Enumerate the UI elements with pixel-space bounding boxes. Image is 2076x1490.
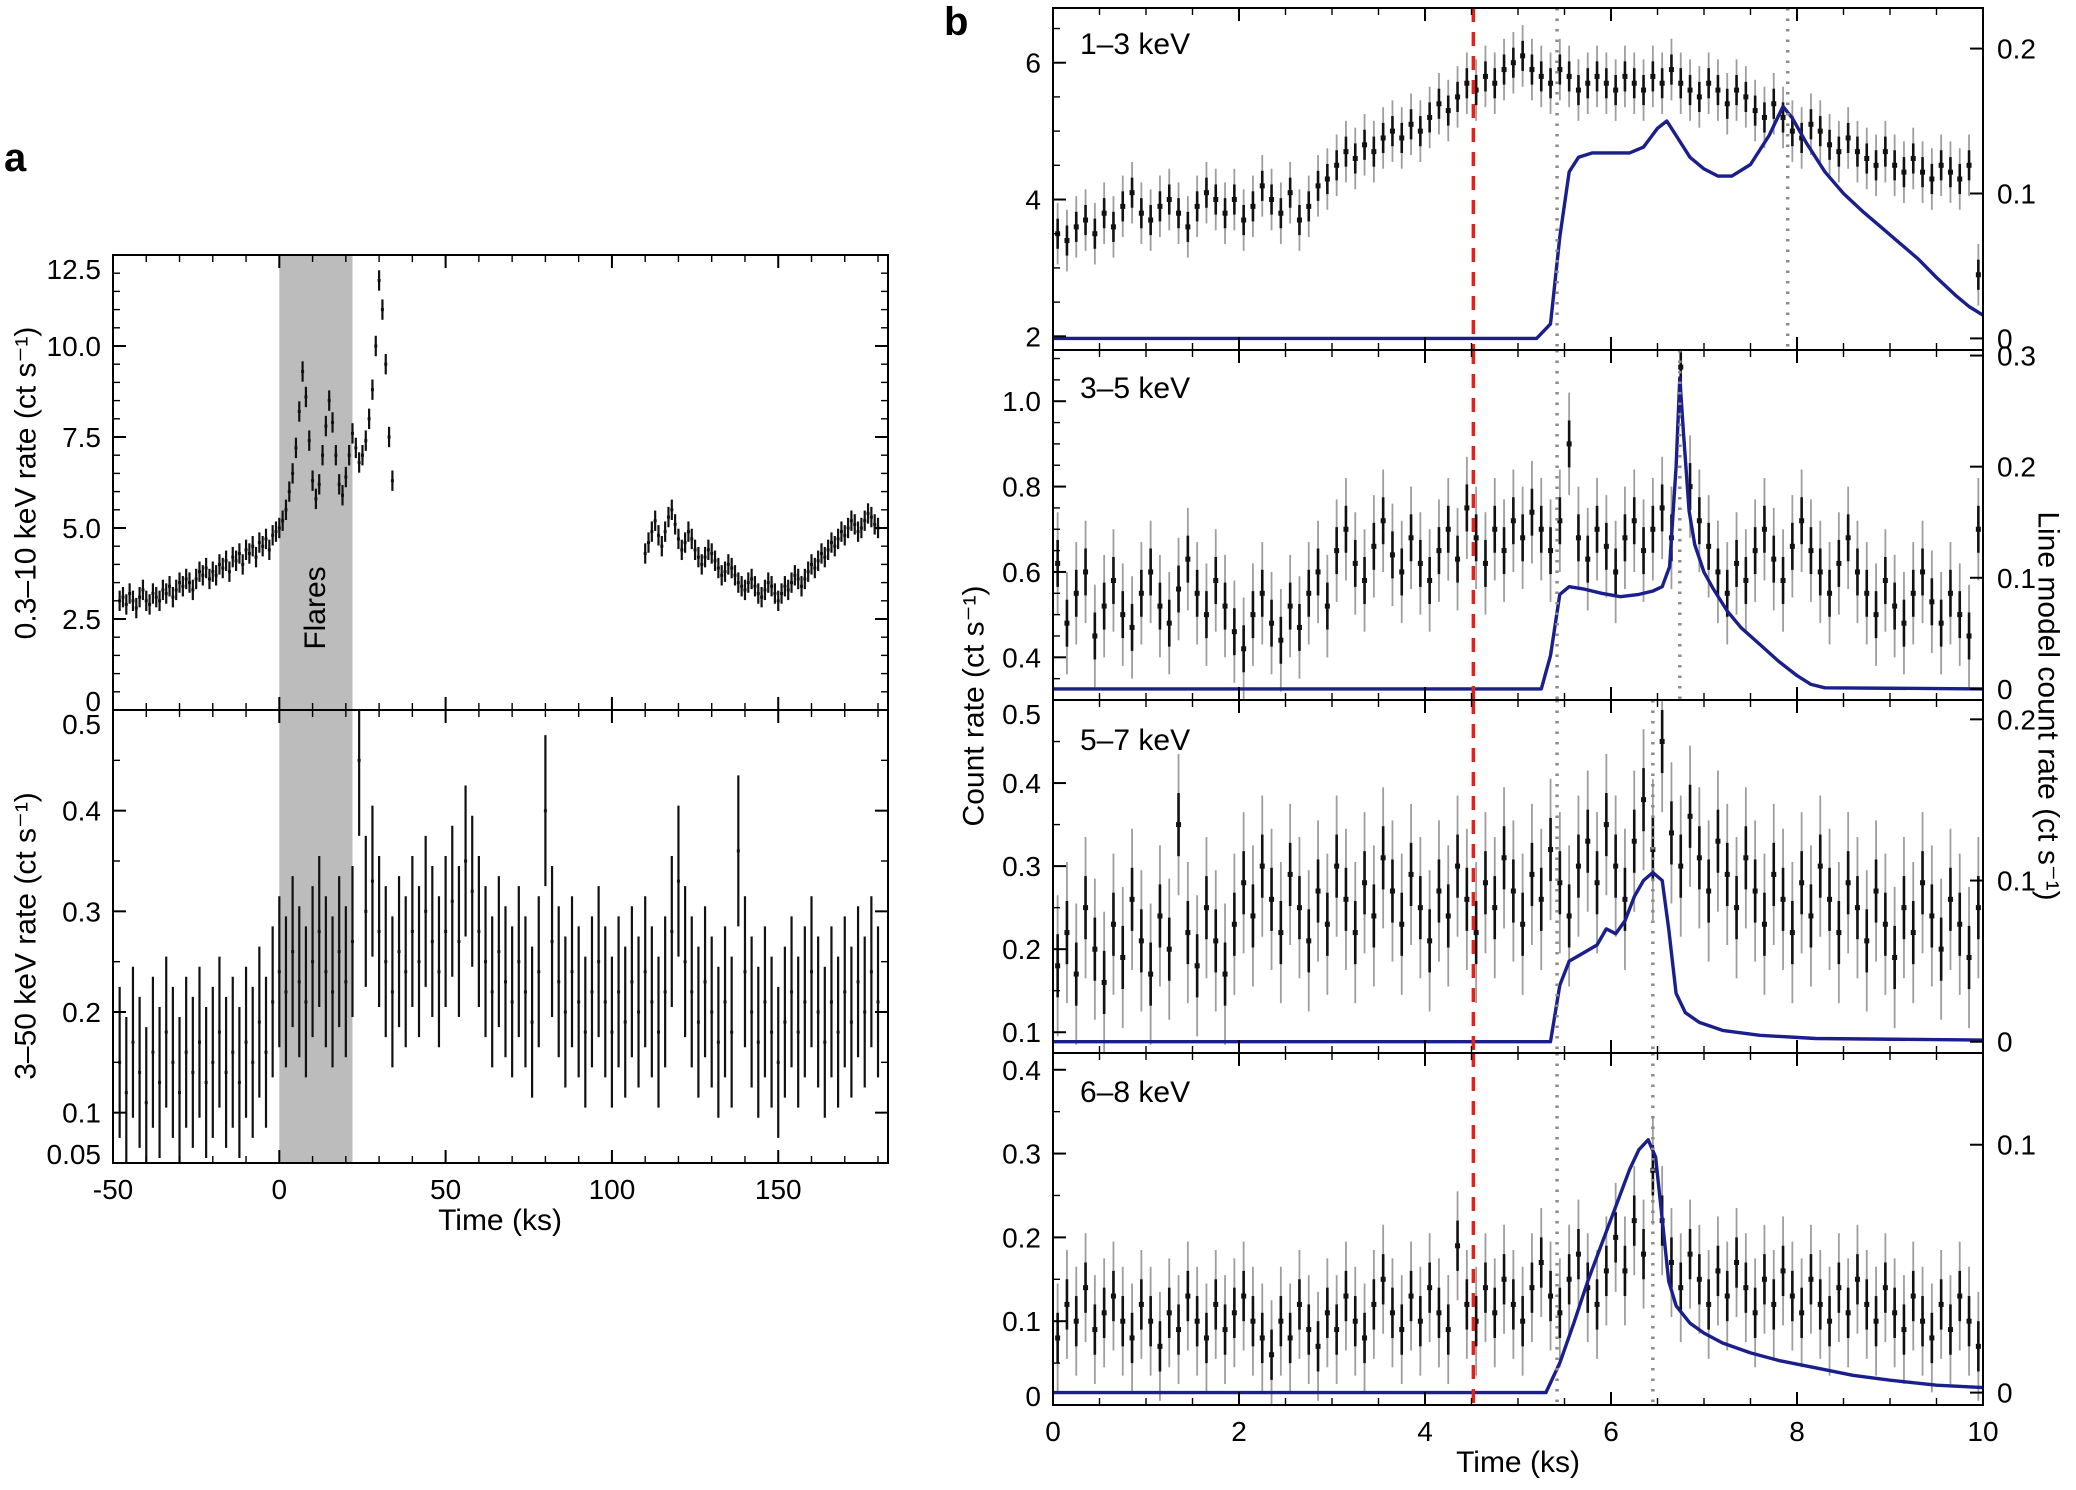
svg-text:0.3: 0.3 xyxy=(1002,851,1041,882)
svg-text:0.1: 0.1 xyxy=(1002,1017,1041,1048)
panel-a-bottom-y-axis-label: 3–50 keV rate (ct s⁻¹) xyxy=(9,792,43,1080)
svg-text:2: 2 xyxy=(1025,321,1041,352)
flares-annotation: Flares xyxy=(299,566,332,650)
svg-text:0.4: 0.4 xyxy=(1002,1055,1041,1086)
svg-text:100: 100 xyxy=(589,1174,636,1205)
svg-text:6: 6 xyxy=(1603,1416,1619,1447)
band-label-6-8kev: 6–8 keV xyxy=(1080,1076,1191,1109)
svg-text:0.6: 0.6 xyxy=(1002,557,1041,588)
svg-text:10: 10 xyxy=(1967,1416,1998,1447)
svg-text:0.4: 0.4 xyxy=(1002,642,1041,673)
band-label-5-7kev: 5–7 keV xyxy=(1080,724,1191,757)
svg-text:0.3: 0.3 xyxy=(62,896,101,927)
svg-text:0.8: 0.8 xyxy=(1002,472,1041,503)
svg-text:0.2: 0.2 xyxy=(1002,934,1041,965)
svg-text:1.0: 1.0 xyxy=(1002,386,1041,417)
svg-text:0: 0 xyxy=(1997,1378,2013,1409)
panel-b-right-axis-label: Line model count rate (ct s⁻¹) xyxy=(2031,511,2065,901)
svg-text:0.2: 0.2 xyxy=(1002,1222,1041,1253)
svg-text:-50: -50 xyxy=(93,1174,133,1205)
panel-b-x-axis-label: Time (ks) xyxy=(1456,1446,1580,1479)
svg-text:0.05: 0.05 xyxy=(47,1139,102,1170)
band-label-1-3kev: 1–3 keV xyxy=(1080,28,1191,61)
svg-text:0: 0 xyxy=(272,1174,288,1205)
svg-text:4: 4 xyxy=(1417,1416,1433,1447)
svg-text:0.1: 0.1 xyxy=(1997,178,2036,209)
svg-text:0.3: 0.3 xyxy=(1002,1139,1041,1170)
svg-text:10.0: 10.0 xyxy=(47,331,102,362)
svg-text:4: 4 xyxy=(1025,185,1041,216)
svg-text:0.1: 0.1 xyxy=(62,1098,101,1129)
svg-text:2: 2 xyxy=(1231,1416,1247,1447)
svg-text:7.5: 7.5 xyxy=(62,422,101,453)
svg-text:0.3: 0.3 xyxy=(1997,341,2036,372)
svg-text:0.1: 0.1 xyxy=(1997,866,2036,897)
svg-text:0.5: 0.5 xyxy=(1002,699,1041,730)
svg-text:50: 50 xyxy=(430,1174,461,1205)
svg-text:0: 0 xyxy=(1045,1416,1061,1447)
panel-b-left-axis-label: Count rate (ct s⁻¹) xyxy=(957,585,991,827)
svg-text:12.5: 12.5 xyxy=(47,254,102,285)
svg-text:0.2: 0.2 xyxy=(1997,34,2036,65)
svg-text:0: 0 xyxy=(1025,1381,1041,1412)
svg-text:0.1: 0.1 xyxy=(1997,1130,2036,1161)
svg-text:0: 0 xyxy=(1997,674,2013,705)
panel-a-letter: a xyxy=(4,136,27,180)
svg-text:5.0: 5.0 xyxy=(62,513,101,544)
svg-text:0.1: 0.1 xyxy=(1997,563,2036,594)
svg-text:0.4: 0.4 xyxy=(62,796,101,827)
svg-text:0.1: 0.1 xyxy=(1002,1306,1041,1337)
svg-text:0.2: 0.2 xyxy=(62,997,101,1028)
svg-text:0.5: 0.5 xyxy=(62,709,101,740)
svg-text:0: 0 xyxy=(85,686,101,717)
svg-text:6: 6 xyxy=(1025,48,1041,79)
svg-text:0.2: 0.2 xyxy=(1997,704,2036,735)
svg-text:0.4: 0.4 xyxy=(1002,768,1041,799)
svg-text:0.2: 0.2 xyxy=(1997,452,2036,483)
svg-text:8: 8 xyxy=(1789,1416,1805,1447)
svg-text:0: 0 xyxy=(1997,1027,2013,1058)
panel-a-x-axis-label: Time (ks) xyxy=(438,1204,562,1237)
panel-b-letter: b xyxy=(944,0,969,44)
svg-text:0: 0 xyxy=(1997,323,2013,354)
svg-text:150: 150 xyxy=(755,1174,802,1205)
band-label-3-5kev: 3–5 keV xyxy=(1080,372,1191,405)
panel-a-top-y-axis-label: 0.3–10 keV rate (ct s⁻¹) xyxy=(9,326,43,640)
svg-text:2.5: 2.5 xyxy=(62,604,101,635)
